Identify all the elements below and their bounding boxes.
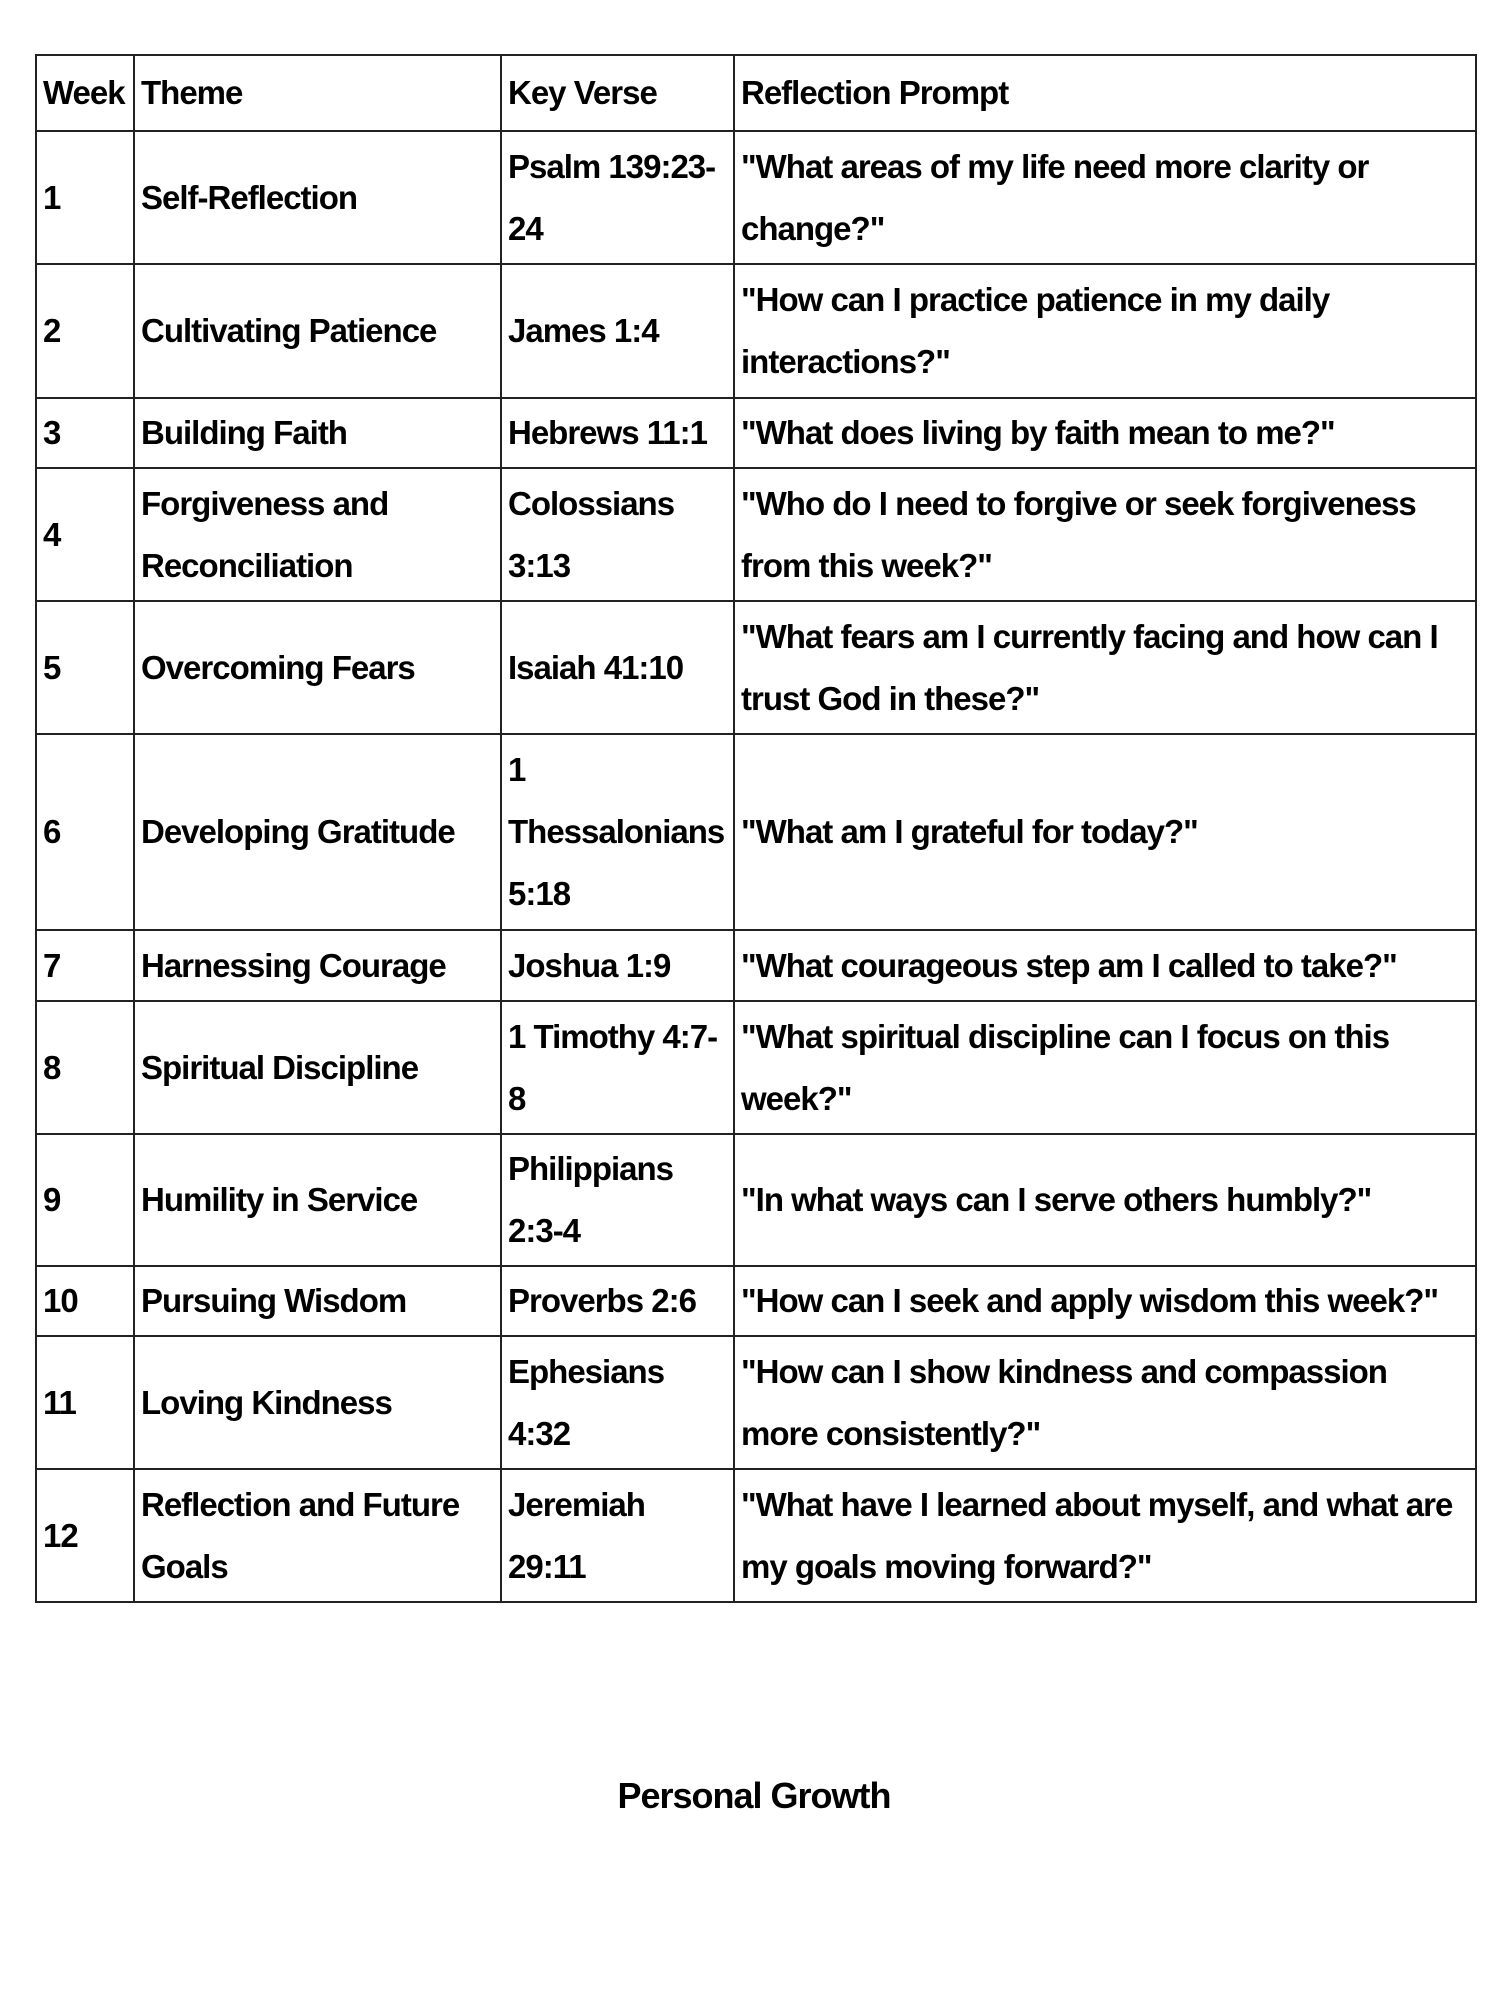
- table-row: 6 Developing Gratitude 1 Thessalonians 5:1…: [35, 733, 1477, 931]
- theme-cell: Cultivating Patience: [133, 263, 502, 399]
- table-row: 2 Cultivating Patience James 1:4 "How can I…: [35, 263, 1477, 399]
- header-week: Week: [35, 54, 135, 132]
- reflection-prompt-cell: "Who do I need to forgive or seek forgiv…: [733, 467, 1477, 602]
- theme-cell: Reflection and Future Goals: [133, 1468, 502, 1603]
- key-verse-cell: Jeremiah 29:11: [500, 1468, 735, 1603]
- week-cell: 3: [35, 397, 135, 469]
- table-row: 4 Forgiveness and Reconciliation Colossian…: [35, 467, 1477, 602]
- header-reflection-prompt: Reflection Prompt: [733, 54, 1477, 132]
- key-verse-cell: Ephesians 4:32: [500, 1335, 735, 1470]
- weekly-reflection-table: Week Theme Key Verse Reflection Prompt 1…: [35, 54, 1477, 1603]
- week-cell: 11: [35, 1335, 135, 1470]
- key-verse-cell: Hebrews 11:1: [500, 397, 735, 469]
- theme-cell: Building Faith: [133, 397, 502, 469]
- theme-cell: Overcoming Fears: [133, 600, 502, 735]
- table-row: 10 Pursuing Wisdom Proverbs 2:6 "How can I …: [35, 1265, 1477, 1337]
- key-verse-cell: Psalm 139:23-24: [500, 130, 735, 265]
- theme-cell: Developing Gratitude: [133, 733, 502, 931]
- table-row: 5 Overcoming Fears Isaiah 41:10 "What fears…: [35, 600, 1477, 735]
- week-cell: 2: [35, 263, 135, 399]
- theme-cell: Harnessing Courage: [133, 929, 502, 1002]
- table-row: 12 Reflection and Future Goals Jeremiah 29…: [35, 1468, 1477, 1603]
- week-cell: 10: [35, 1265, 135, 1337]
- key-verse-cell: Joshua 1:9: [500, 929, 735, 1002]
- header-key-verse: Key Verse: [500, 54, 735, 132]
- table-row: 1 Self-Reflection Psalm 139:23-24 "What are…: [35, 130, 1477, 265]
- page-title: Personal Growth: [617, 1775, 891, 1816]
- key-verse-cell: 1 Timothy 4:7-8: [500, 1000, 735, 1135]
- week-cell: 4: [35, 467, 135, 602]
- header-theme: Theme: [133, 54, 502, 132]
- reflection-prompt-cell: "What am I grateful for today?": [733, 733, 1477, 931]
- week-cell: 7: [35, 929, 135, 1002]
- table-row: 7 Harnessing Courage Joshua 1:9 "What coura…: [35, 929, 1477, 1002]
- table-row: 11 Loving Kindness Ephesians 4:32 "How can …: [35, 1335, 1477, 1470]
- week-cell: 9: [35, 1133, 135, 1267]
- header-row: Week Theme Key Verse Reflection Prompt: [35, 54, 1477, 132]
- reflection-prompt-cell: "What does living by faith mean to me?": [733, 397, 1477, 469]
- theme-cell: Loving Kindness: [133, 1335, 502, 1470]
- table-row: 3 Building Faith Hebrews 11:1 "What does li…: [35, 397, 1477, 469]
- theme-cell: Self-Reflection: [133, 130, 502, 265]
- reflection-prompt-cell: "In what ways can I serve others humbly?…: [733, 1133, 1477, 1267]
- week-cell: 5: [35, 600, 135, 735]
- theme-cell: Humility in Service: [133, 1133, 502, 1267]
- reflection-prompt-cell: "How can I seek and apply wisdom this we…: [733, 1265, 1477, 1337]
- reflection-prompt-cell: "What areas of my life need more clarity…: [733, 130, 1477, 265]
- theme-cell: Forgiveness and Reconciliation: [133, 467, 502, 602]
- reflection-prompt-cell: "What fears am I currently facing and ho…: [733, 600, 1477, 735]
- key-verse-cell: James 1:4: [500, 263, 735, 399]
- key-verse-cell: Philippians 2:3-4: [500, 1133, 735, 1267]
- reflection-prompt-cell: "What have I learned about myself, and w…: [733, 1468, 1477, 1603]
- week-cell: 12: [35, 1468, 135, 1603]
- week-cell: 6: [35, 733, 135, 931]
- reflection-prompt-cell: "What courageous step am I called to tak…: [733, 929, 1477, 1002]
- key-verse-cell: Colossians 3:13: [500, 467, 735, 602]
- key-verse-cell: Isaiah 41:10: [500, 600, 735, 735]
- table-row: 9 Humility in Service Philippians 2:3-4 "In…: [35, 1133, 1477, 1267]
- reflection-prompt-cell: "What spiritual discipline can I focus o…: [733, 1000, 1477, 1135]
- week-cell: 8: [35, 1000, 135, 1135]
- week-cell: 1: [35, 130, 135, 265]
- reflection-prompt-cell: "How can I show kindness and compassion …: [733, 1335, 1477, 1470]
- key-verse-cell: 1 Thessalonians 5:18: [500, 733, 735, 931]
- theme-cell: Spiritual Discipline: [133, 1000, 502, 1135]
- table-row: 8 Spiritual Discipline 1 Timothy 4:7-8 "Wha…: [35, 1000, 1477, 1135]
- reflection-prompt-cell: "How can I practice patience in my daily…: [733, 263, 1477, 399]
- theme-cell: Pursuing Wisdom: [133, 1265, 502, 1337]
- key-verse-cell: Proverbs 2:6: [500, 1265, 735, 1337]
